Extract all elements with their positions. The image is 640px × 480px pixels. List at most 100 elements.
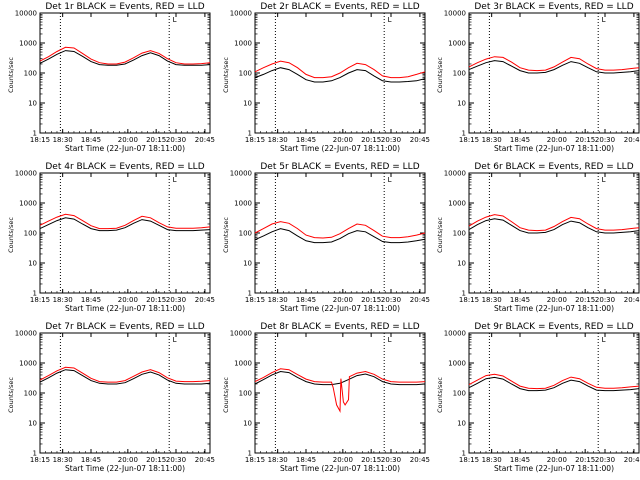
plot-frame xyxy=(254,172,426,294)
x-tick-label: 18:45 xyxy=(296,136,316,144)
y-tick-label: 1 xyxy=(462,450,466,458)
panel-title: Det 8r BLACK = Events, RED = LLD xyxy=(260,322,419,332)
y-tick-label: 10 xyxy=(28,260,37,268)
y-tick-label: 10000 xyxy=(15,10,37,18)
y-axis-label: Counts/sec xyxy=(7,57,15,93)
y-tick-label: 10000 xyxy=(444,170,466,178)
x-tick-label: 20:30 xyxy=(595,296,615,304)
x-tick-label: 18:30 xyxy=(482,456,502,464)
detector-panel: Det 2r BLACK = Events, RED = LLD L 1 10 100 1… xyxy=(222,2,430,153)
y-tick-label: 10 xyxy=(457,100,466,108)
y-tick-label: 1 xyxy=(33,290,37,298)
x-tick-label: 20:15 xyxy=(575,456,595,464)
y-tick-label: 100 xyxy=(239,70,252,78)
marker-label: L xyxy=(388,16,392,24)
detector-panel: Det 7r BLACK = Events, RED = LLD L 1 10 100 1… xyxy=(7,322,215,473)
x-axis-label: Start Time (22-Jun-07 18:11:00) xyxy=(280,304,400,313)
x-tick-label: 18:45 xyxy=(510,136,530,144)
y-tick-label: 10 xyxy=(243,100,252,108)
y-tick-label: 10000 xyxy=(230,10,252,18)
x-tick-label: 18:15 xyxy=(245,136,265,144)
x-tick-label: 20:00 xyxy=(118,136,138,144)
x-tick-label: 20:45 xyxy=(410,136,430,144)
y-tick-label: 10000 xyxy=(230,170,252,178)
marker-label: L xyxy=(602,336,606,344)
y-tick-label: 10000 xyxy=(15,170,37,178)
x-tick-label: 18:45 xyxy=(510,456,530,464)
x-tick-label: 18:45 xyxy=(81,136,101,144)
x-tick-label: 20:30 xyxy=(166,456,186,464)
events-series-line xyxy=(468,376,640,392)
x-tick-label: 20:15 xyxy=(146,456,166,464)
y-tick-label: 10 xyxy=(243,260,252,268)
y-axis-label: Counts/sec xyxy=(222,377,230,413)
x-tick-label: 20:30 xyxy=(166,136,186,144)
x-tick-label: 18:45 xyxy=(510,296,530,304)
y-axis-label: Counts/sec xyxy=(436,377,444,413)
marker-label: L xyxy=(388,176,392,184)
x-tick-label: 18:45 xyxy=(81,296,101,304)
x-tick-label: 18:15 xyxy=(459,136,479,144)
x-tick-label: 18:30 xyxy=(482,296,502,304)
marker-label: L xyxy=(173,16,177,24)
lld-series-line xyxy=(39,213,211,230)
x-tick-label: 18:15 xyxy=(459,456,479,464)
x-tick-label: 20:45 xyxy=(195,456,215,464)
lld-series-line xyxy=(254,60,426,79)
lld-series-line xyxy=(468,373,640,390)
x-tick-label: 20:45 xyxy=(624,456,640,464)
x-axis-label: Start Time (22-Jun-07 18:11:00) xyxy=(65,304,185,313)
y-tick-label: 100 xyxy=(239,390,252,398)
y-tick-label: 1 xyxy=(33,130,37,138)
detector-panel: Det 8r BLACK = Events, RED = LLD L 1 10 100 1… xyxy=(222,322,430,473)
y-tick-label: 100 xyxy=(24,70,37,78)
y-tick-label: 1 xyxy=(462,290,466,298)
x-tick-label: 20:00 xyxy=(333,296,353,304)
y-axis-label: Counts/sec xyxy=(7,377,15,413)
x-tick-label: 18:30 xyxy=(268,136,288,144)
x-tick-label: 20:30 xyxy=(381,136,401,144)
events-series-line xyxy=(39,369,211,385)
x-axis-label: Start Time (22-Jun-07 18:11:00) xyxy=(65,144,185,153)
x-tick-label: 20:45 xyxy=(410,296,430,304)
events-series-line xyxy=(468,218,640,234)
detector-panel: Det 4r BLACK = Events, RED = LLD L 1 10 100 1… xyxy=(7,162,215,313)
plot-frame xyxy=(468,332,640,454)
x-tick-label: 18:15 xyxy=(245,296,265,304)
events-series-line xyxy=(254,67,426,83)
y-tick-label: 100 xyxy=(453,230,466,238)
y-tick-label: 1000 xyxy=(19,40,37,48)
events-series-line xyxy=(254,228,426,244)
marker-label: L xyxy=(388,336,392,344)
marker-label: L xyxy=(173,176,177,184)
x-tick-label: 18:30 xyxy=(53,136,73,144)
y-tick-label: 1000 xyxy=(448,360,466,368)
x-tick-label: 20:30 xyxy=(381,296,401,304)
x-tick-label: 20:45 xyxy=(410,456,430,464)
x-axis-label: Start Time (22-Jun-07 18:11:00) xyxy=(494,304,614,313)
x-tick-label: 18:30 xyxy=(53,456,73,464)
x-tick-label: 20:00 xyxy=(547,456,567,464)
y-tick-label: 100 xyxy=(24,230,37,238)
x-tick-label: 20:45 xyxy=(195,136,215,144)
events-series-line xyxy=(254,370,426,386)
y-tick-label: 10 xyxy=(28,420,37,428)
events-series-line xyxy=(468,60,640,74)
lld-series-line xyxy=(468,214,640,232)
detector-panel: Det 1r BLACK = Events, RED = LLD L 1 10 100 1… xyxy=(7,2,215,153)
x-tick-label: 18:15 xyxy=(30,136,50,144)
y-axis-label: Counts/sec xyxy=(436,217,444,253)
plot-frame xyxy=(39,172,211,294)
y-tick-label: 10000 xyxy=(444,330,466,338)
y-tick-label: 100 xyxy=(239,230,252,238)
y-tick-label: 10 xyxy=(243,420,252,428)
x-tick-label: 20:15 xyxy=(146,136,166,144)
y-tick-label: 10 xyxy=(28,100,37,108)
x-tick-label: 20:15 xyxy=(575,296,595,304)
marker-label: L xyxy=(602,16,606,24)
y-tick-label: 100 xyxy=(24,390,37,398)
y-tick-label: 10000 xyxy=(444,10,466,18)
y-tick-label: 10 xyxy=(457,260,466,268)
lld-series-line xyxy=(39,46,211,65)
